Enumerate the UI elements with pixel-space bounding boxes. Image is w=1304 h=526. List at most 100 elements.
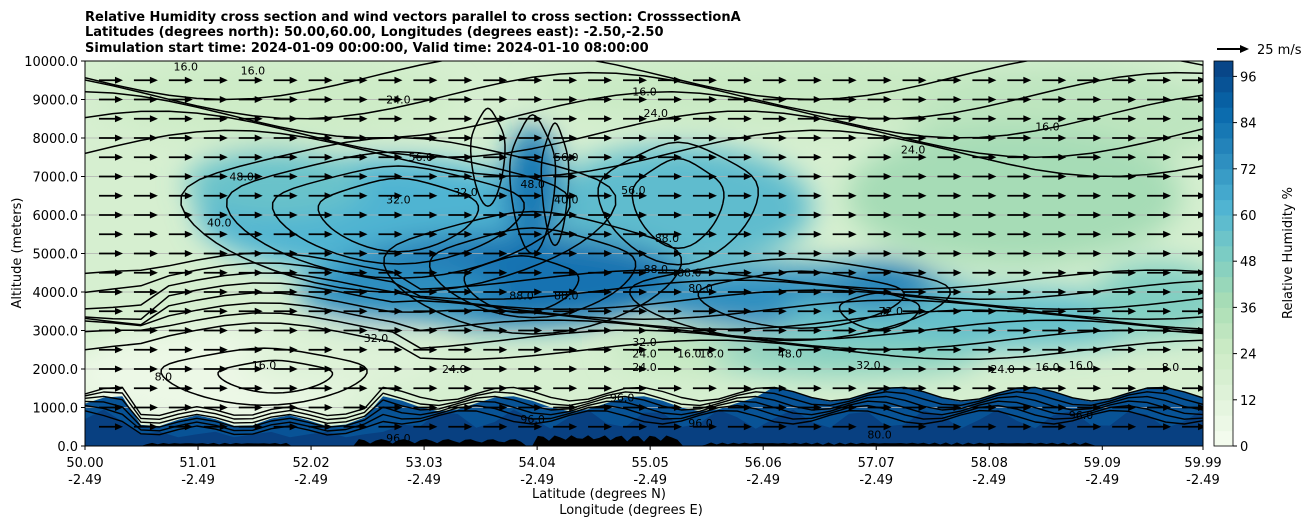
wind-vector: [273, 115, 298, 123]
wind-vector: [727, 269, 752, 277]
wind-vector: [413, 153, 438, 161]
wind-vector: [657, 115, 682, 123]
wind-vector: [657, 404, 682, 411]
wind-vector: [588, 365, 613, 373]
contour-label: 24.0: [632, 347, 657, 360]
wind-vector: [238, 307, 263, 315]
wind-vector: [902, 346, 927, 354]
wind-vector: [308, 230, 333, 238]
wind-vector: [1112, 76, 1137, 84]
contour-label: 32.0: [856, 359, 881, 372]
wind-vector: [902, 384, 927, 392]
y-tick-label: 1000.0: [33, 402, 79, 417]
wind-vector: [133, 288, 158, 296]
wind-vector: [867, 230, 892, 238]
wind-vector: [902, 96, 927, 103]
wind-vector: [623, 76, 648, 84]
wind-vector: [378, 423, 403, 431]
wind-vector: [238, 384, 263, 392]
wind-vector: [518, 404, 543, 411]
wind-vector: [657, 288, 682, 296]
wind-vector: [832, 365, 857, 373]
wind-key-arrowhead: [1240, 45, 1249, 53]
contour-line: [217, 359, 334, 394]
wind-vector: [588, 173, 613, 180]
wind-vector: [1042, 173, 1067, 180]
wind-vector: [133, 269, 158, 277]
contour-label: 32.0: [364, 332, 389, 345]
wind-vector: [972, 423, 997, 431]
wind-vector: [378, 269, 403, 277]
wind-vector: [692, 250, 717, 257]
wind-vector: [483, 365, 508, 373]
x-tick-label-lon: -2.49: [633, 473, 667, 488]
wind-vector: [308, 404, 333, 411]
wind-vector: [238, 173, 263, 180]
wind-vector: [378, 192, 403, 200]
wind-vector: [1007, 404, 1032, 411]
y-tick-label: 6000.0: [33, 209, 79, 224]
wind-vector: [133, 423, 158, 431]
contour-label: 16.0: [1035, 361, 1060, 374]
wind-vector: [413, 365, 438, 373]
wind-vector: [1077, 404, 1102, 411]
wind-vector: [832, 250, 857, 257]
wind-vector: [98, 365, 123, 373]
wind-vector: [553, 115, 578, 123]
wind-vector: [623, 192, 648, 200]
colorbar-tick-label: 96: [1240, 70, 1257, 85]
contour-label: 96.0: [1069, 409, 1094, 422]
wind-vector: [797, 230, 822, 238]
wind-vector: [168, 250, 193, 257]
wind-vector: [343, 230, 368, 238]
wind-vector: [168, 288, 193, 296]
wind-vector: [203, 76, 228, 84]
wind-vector: [1147, 288, 1172, 296]
wind-vector: [937, 192, 962, 200]
colorbar-segment: [1214, 430, 1233, 447]
wind-vector: [1077, 76, 1102, 84]
wind-vector: [657, 230, 682, 238]
wind-vector: [553, 384, 578, 392]
wind-vector: [518, 288, 543, 296]
wind-vector: [937, 96, 962, 103]
contour-label: 16.0: [173, 61, 198, 74]
wind-vectors: [98, 76, 1203, 431]
wind-vector: [1182, 365, 1203, 373]
wind-vector: [203, 327, 228, 334]
wind-vector: [203, 192, 228, 200]
wind-vector: [1147, 173, 1172, 180]
wind-vector: [343, 134, 368, 142]
contour-line: [540, 122, 570, 247]
wind-vector: [1112, 153, 1137, 161]
wind-vector: [518, 96, 543, 103]
wind-vector: [203, 365, 228, 373]
wind-vector: [518, 346, 543, 354]
wind-vector: [518, 250, 543, 257]
wind-vector: [867, 346, 892, 354]
wind-vector: [343, 76, 368, 84]
wind-vector: [1077, 153, 1102, 161]
wind-vector: [1077, 250, 1102, 257]
wind-vector: [972, 115, 997, 123]
wind-vector: [483, 384, 508, 392]
wind-vector: [867, 115, 892, 123]
x-tick-label-lat: 59.09: [1084, 456, 1121, 471]
wind-vector: [832, 173, 857, 180]
wind-vector: [1007, 211, 1032, 219]
wind-vector: [692, 327, 717, 334]
colorbar-segment: [1214, 215, 1233, 231]
wind-vector: [762, 365, 787, 373]
colorbar-tick-label: 60: [1240, 209, 1257, 224]
wind-vector: [832, 269, 857, 277]
wind-vector: [378, 365, 403, 373]
wind-vector: [623, 230, 648, 238]
wind-vector: [273, 96, 298, 103]
x-tick-label-lon: -2.49: [972, 473, 1006, 488]
wind-vector: [937, 327, 962, 334]
wind-vector: [308, 173, 333, 180]
wind-vector: [1182, 230, 1203, 238]
wind-vector: [727, 307, 752, 315]
wind-vector: [308, 115, 333, 123]
wind-vector: [937, 211, 962, 219]
